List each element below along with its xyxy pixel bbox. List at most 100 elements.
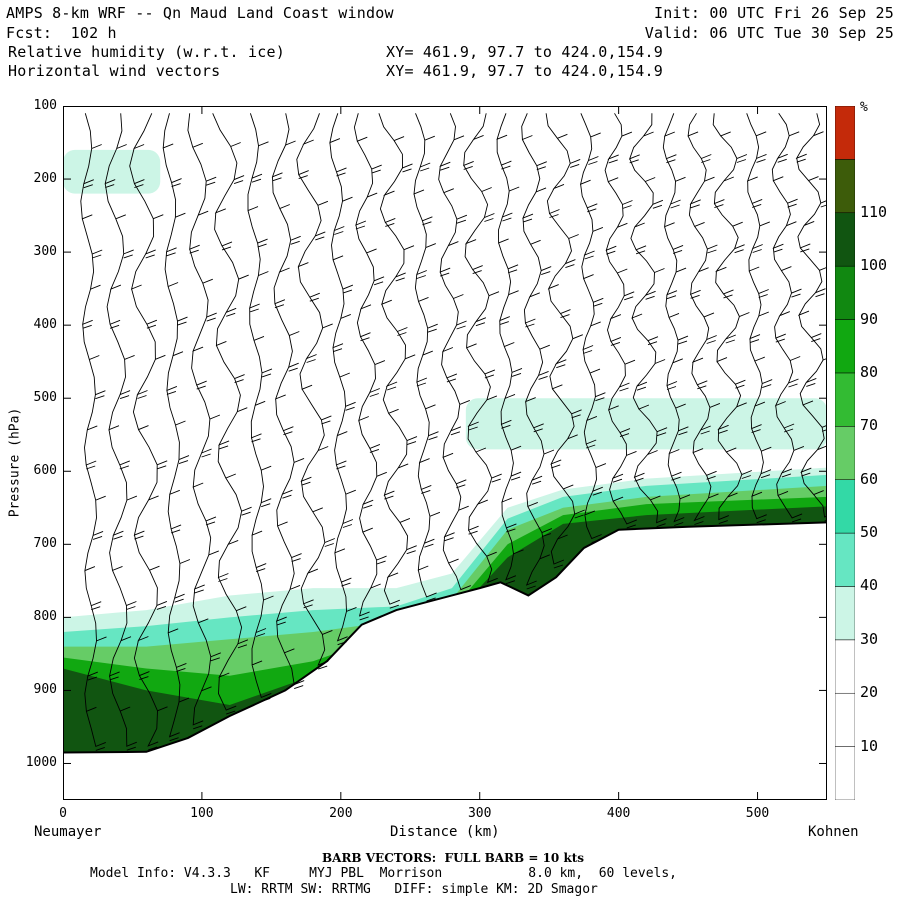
y-tick-label: 600 xyxy=(33,463,57,479)
wind-barb-column xyxy=(463,113,502,587)
wind-barb-staff xyxy=(212,113,252,715)
colorbar-swatch xyxy=(835,159,855,214)
wind-barb-column xyxy=(771,113,805,523)
colorbar-level-label: 10 xyxy=(860,736,879,755)
wind-barb-column xyxy=(413,113,441,602)
x-tick-label: 100 xyxy=(190,806,214,821)
wind-barb-staff xyxy=(104,113,138,751)
colorbar-level-label: 60 xyxy=(860,469,879,488)
wind-barb-column xyxy=(212,113,252,715)
colorbar-level-label: 90 xyxy=(860,309,879,328)
wind-barb-column xyxy=(329,113,357,646)
colorbar-level-label: 100 xyxy=(860,256,888,275)
wind-barb-staff xyxy=(438,113,471,595)
upper-moist-layer-0 xyxy=(63,149,161,194)
wind-barb-staff xyxy=(378,113,418,609)
wind-barb-staff xyxy=(271,113,305,690)
colorbar-level-label: 50 xyxy=(860,523,879,542)
colorbar-swatch xyxy=(835,106,855,160)
x-tick-label: 400 xyxy=(606,806,631,821)
wind-barb-staff xyxy=(521,113,555,590)
wind-barb-staff xyxy=(80,113,107,751)
colorbar-unit: % xyxy=(860,100,868,115)
wind-barb-staff xyxy=(604,113,637,529)
field-name-wind: Horizontal wind vectors xyxy=(8,62,221,80)
field-name-rh: Relative humidity (w.r.t. ice) xyxy=(8,43,285,61)
y-tick-label: 700 xyxy=(33,536,57,552)
wind-barb-staff xyxy=(687,113,721,525)
y-tick-label: 100 xyxy=(33,98,57,113)
colorbar-swatch xyxy=(835,212,855,267)
colorbar-swatch xyxy=(835,586,855,641)
wind-barb-column xyxy=(129,113,168,751)
wind-barb-column xyxy=(687,113,721,525)
wind-barb-column xyxy=(353,113,387,621)
colorbar-swatch xyxy=(835,746,855,800)
field-xy-rh: XY= 461.9, 97.7 to 424.0,154.9 xyxy=(386,43,663,61)
wind-barb-column xyxy=(271,113,305,690)
wind-barb-staff xyxy=(413,113,441,602)
wind-barb-staff xyxy=(579,113,607,543)
wind-barb-column xyxy=(628,113,668,528)
wind-barb-staff xyxy=(628,113,668,528)
upper-moist-layer-1 xyxy=(465,398,827,450)
wind-barb-column xyxy=(378,113,418,609)
terrain-mask xyxy=(63,522,827,800)
wind-barb-column xyxy=(247,113,274,702)
colorbar-level-label: 110 xyxy=(860,202,888,221)
wind-barb-staff xyxy=(496,113,524,585)
wind-barb-column xyxy=(746,113,773,524)
wind-barb-staff xyxy=(187,113,221,730)
wind-barb-column xyxy=(296,113,335,670)
wind-barb-column xyxy=(438,113,471,595)
field-xy-wind: XY= 461.9, 97.7 to 424.0,154.9 xyxy=(386,62,663,80)
model-info-physics: LW: RRTM SW: RRTMG DIFF: simple KM: 2D S… xyxy=(230,882,598,897)
wind-barb-staff xyxy=(162,113,191,742)
wind-barb-column xyxy=(662,113,691,526)
x-tick-label: 500 xyxy=(745,806,770,821)
wind-barb-staff xyxy=(247,113,274,702)
terrain-surface-line xyxy=(63,521,827,754)
init-time: Init: 00 UTC Fri 26 Sep 25 xyxy=(654,4,894,22)
wind-barb-staff xyxy=(296,113,335,670)
wind-barb-column xyxy=(604,113,637,529)
wind-barb-staff xyxy=(771,113,805,523)
wind-barb-column xyxy=(162,113,191,742)
y-tick-label: 1000 xyxy=(25,755,57,771)
colorbar-swatch xyxy=(835,532,855,587)
x-tick-label: 300 xyxy=(467,806,492,821)
x-tick-label: 200 xyxy=(329,806,353,821)
colorbar-swatch xyxy=(835,479,855,534)
colorbar-swatch xyxy=(835,265,855,320)
chart-title: AMPS 8-km WRF -- Qn Maud Land Coast wind… xyxy=(6,4,394,22)
wind-barb-staff xyxy=(353,113,387,621)
wind-barb-staff xyxy=(329,113,357,646)
end-location-label: Kohnen xyxy=(808,824,859,840)
y-tick-label: 200 xyxy=(33,171,57,187)
model-info: Model Info: V4.3.3 KF MYJ PBL Morrison 8… xyxy=(90,866,677,881)
wind-barb-column xyxy=(187,113,221,730)
x-tick-label: 0 xyxy=(59,806,67,821)
plot-frame xyxy=(63,106,827,800)
y-tick-label: 900 xyxy=(33,682,57,698)
colorbar-swatch xyxy=(835,692,855,747)
wind-barb-staff xyxy=(795,113,827,522)
colorbar-swatch xyxy=(835,639,855,694)
wind-barb-staff xyxy=(746,113,773,524)
colorbar-swatch xyxy=(835,426,855,480)
wind-barb-column xyxy=(712,113,752,525)
wind-barb-staff xyxy=(662,113,691,526)
wind-barb-column xyxy=(80,113,107,751)
barb-note: BARB VECTORS: FULL BARB = 10 kts xyxy=(322,851,585,865)
forecast-hour: Fcst: 102 h xyxy=(6,24,117,42)
wind-barb-column xyxy=(579,113,607,543)
wind-barb-staff xyxy=(712,113,752,525)
colorbar-level-label: 30 xyxy=(860,629,879,648)
x-axis-label: Distance (km) xyxy=(390,824,500,840)
wind-barb-column xyxy=(795,113,827,522)
colorbar-swatch xyxy=(835,372,855,427)
valid-time: Valid: 06 UTC Tue 30 Sep 25 xyxy=(644,24,894,42)
cross-section-plot xyxy=(63,106,827,800)
colorbar-level-label: 20 xyxy=(860,683,879,702)
y-tick-label: 300 xyxy=(33,244,57,260)
